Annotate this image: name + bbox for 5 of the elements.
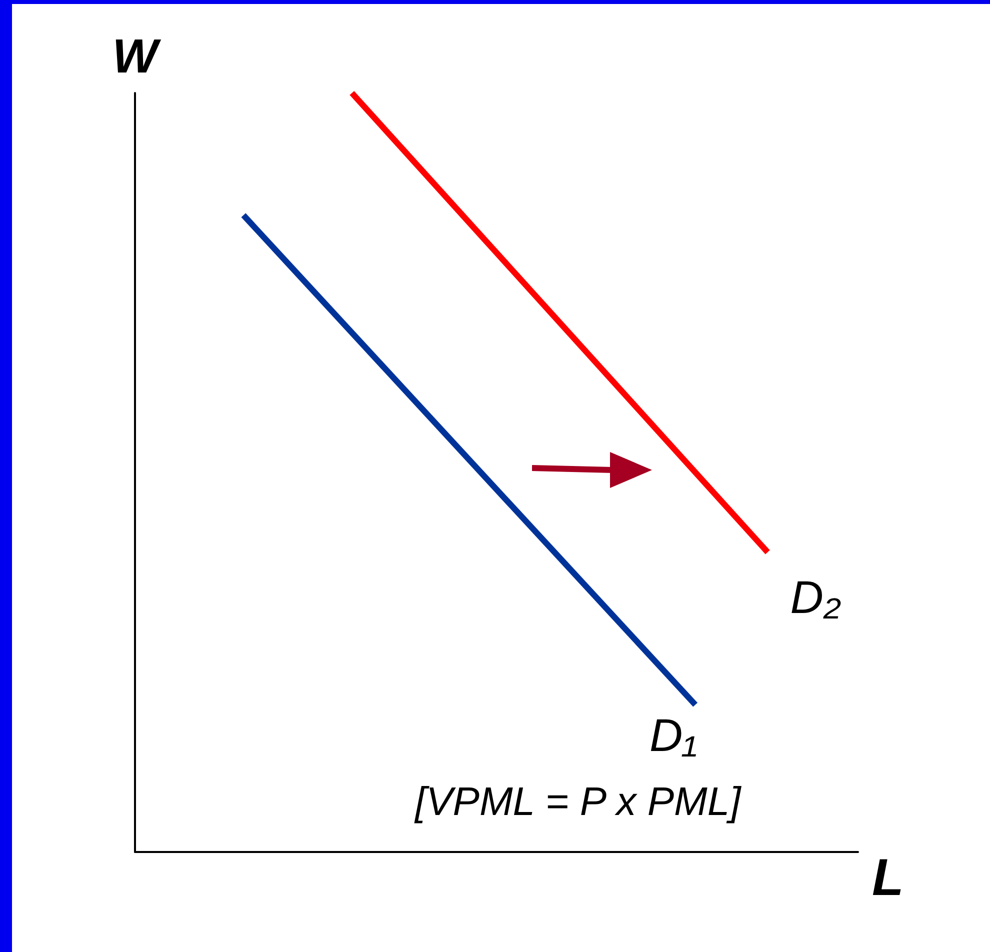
- x-axis-title: L: [872, 849, 904, 907]
- series-label: D₁: [649, 708, 698, 761]
- annotation: [VPML = P x PML]: [414, 780, 742, 824]
- y-axis-title: W: [112, 30, 162, 84]
- series-label: D₂: [790, 571, 842, 624]
